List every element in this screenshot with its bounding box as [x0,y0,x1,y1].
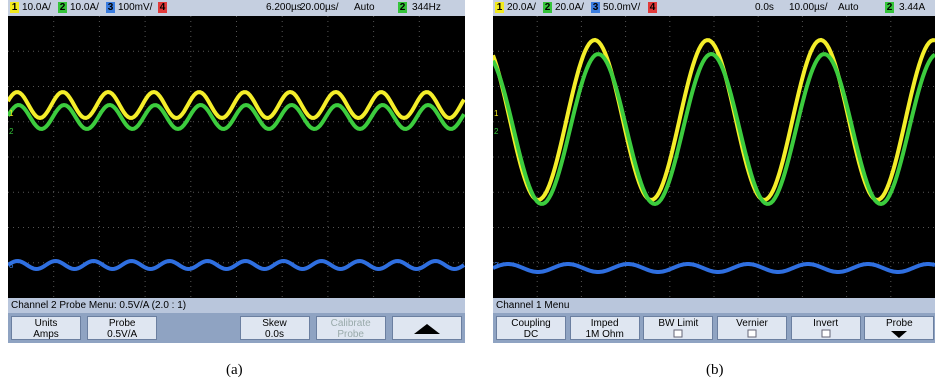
status-text: 20.0A/ [507,0,536,16]
screen: 1 2 3 [8,16,465,298]
channel-number: 1 [495,2,504,13]
channel-number: 2 [543,2,552,13]
softkey[interactable]: BW Limit [643,316,713,340]
softkey-label: Skew [241,318,309,329]
channel-number: 2 [58,2,67,13]
channel-number: 3 [106,2,115,13]
channel-marker: 3 [9,261,14,270]
status-text: 10.0A/ [70,0,99,16]
softkey-label: Probe [865,318,933,329]
softkey-label: Units [12,318,80,329]
waveform [493,264,935,272]
softkey-label: Vernier [718,318,786,329]
status-text: 10.00µs/ [789,0,828,16]
softkey[interactable]: Probe [864,316,934,340]
softkey[interactable]: Invert [791,316,861,340]
status-text: Auto [838,0,859,16]
menu-title: Channel 2 Probe Menu: 0.5V/A (2.0 : 1) [8,298,465,313]
softkey-label: Coupling [497,318,565,329]
check-box [718,329,786,341]
softkey-value: DC [497,329,565,340]
check-box [644,329,712,341]
softkey-label: Imped [571,318,639,329]
softkey-value: 1M Ohm [571,329,639,340]
status-text: 20.0A/ [555,0,584,16]
status-text: 100mV/ [118,0,152,16]
status-text: 344Hz [412,0,441,16]
channel-number: 2 [398,2,407,13]
status-text: Auto [354,0,375,16]
channel-number: 3 [591,2,600,13]
status-text: 10.0A/ [22,0,51,16]
softkey-label: Probe [88,318,156,329]
arrow-down [865,329,933,342]
softkey-value: Probe [317,329,385,340]
channel-marker: 1 [494,109,499,118]
softkey[interactable] [392,316,462,340]
channel-marker: 2 [9,127,14,136]
softkey-value: 0.0s [241,329,309,340]
softkey-label: Calibrate [317,318,385,329]
channel-number: 4 [158,2,167,13]
status-text: 50.0mV/ [603,0,640,16]
page: 110.0A/210.0A/3100mV/46.200µs20.00µs/Aut… [0,0,935,387]
channel-number: 4 [648,2,657,13]
menu-title: Channel 1 Menu [493,298,935,313]
status-text: 20.00µs/ [300,0,339,16]
screen: 1 2 3 [493,16,935,298]
status-text: 3.44A [899,0,925,16]
softkey-value: 0.5V/A [88,329,156,340]
channel-marker: 3 [494,261,499,270]
status-text: 0.0s [755,0,774,16]
caption: (a) [226,362,243,379]
softkey-value: Amps [12,329,80,340]
caption: (b) [706,362,724,379]
waveform [8,261,464,269]
channel-marker: 2 [494,127,499,136]
softkey-label: BW Limit [644,318,712,329]
channel-marker: 1 [9,109,14,118]
check-box [792,329,860,341]
status-text: 6.200µs [266,0,302,16]
softkey[interactable]: Vernier [717,316,787,340]
softkey-label: Invert [792,318,860,329]
channel-number: 2 [885,2,894,13]
channel-number: 1 [10,2,19,13]
